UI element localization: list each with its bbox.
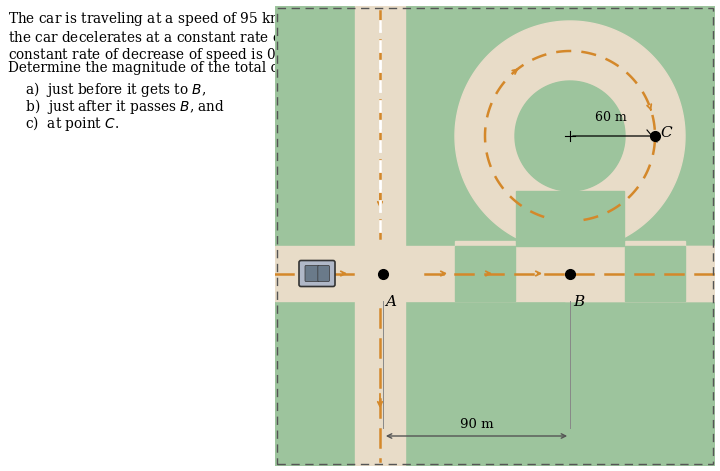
Text: Determine the magnitude of the total car acceleration:: Determine the magnitude of the total car… — [8, 61, 387, 75]
Text: A: A — [385, 295, 396, 309]
Text: 60 m: 60 m — [595, 111, 626, 124]
Bar — [625, 241, 685, 248]
Polygon shape — [455, 21, 685, 251]
Bar — [565, 246, 715, 301]
Text: b)  just after it passes $B$, and: b) just after it passes $B$, and — [8, 97, 225, 116]
Bar — [455, 241, 515, 248]
Bar — [516, 191, 624, 246]
Text: B: B — [573, 295, 584, 309]
FancyBboxPatch shape — [299, 260, 335, 286]
Polygon shape — [515, 81, 625, 191]
Bar — [455, 246, 515, 301]
Text: a)  just before it gets to $B$,: a) just before it gets to $B$, — [8, 80, 206, 99]
Bar — [625, 246, 685, 301]
Text: c)  at point $C$.: c) at point $C$. — [8, 114, 120, 133]
FancyBboxPatch shape — [318, 266, 330, 282]
Bar — [275, 246, 715, 301]
Text: C: C — [660, 126, 672, 140]
Text: 90 m: 90 m — [459, 418, 493, 431]
Text: the car decelerates at a constant rate of 2 m/s$^2$ until it gets to point $B$, : the car decelerates at a constant rate o… — [8, 27, 599, 49]
Text: The car is traveling at a speed of 95 km/h as it approaches point $A$. Beginning: The car is traveling at a speed of 95 km… — [8, 10, 583, 28]
Text: constant rate of decrease of speed is 0.9 m/s$^2$ as it rounds the interchange r: constant rate of decrease of speed is 0.… — [8, 44, 570, 65]
FancyBboxPatch shape — [305, 266, 319, 282]
Bar — [355, 6, 405, 466]
